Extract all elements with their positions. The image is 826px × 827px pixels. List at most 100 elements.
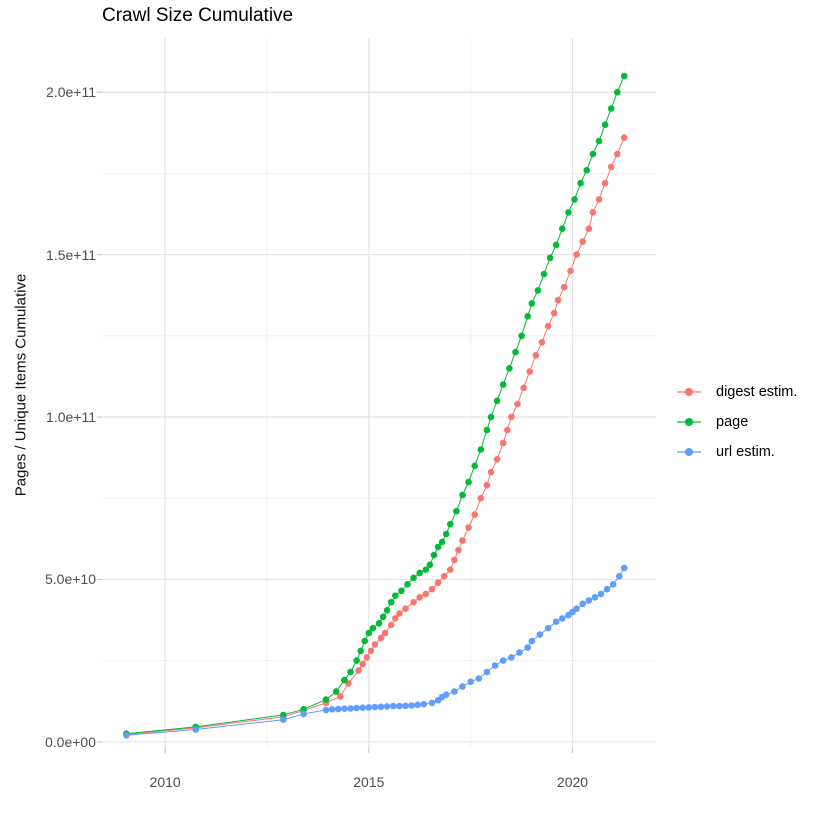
- data-point: [514, 400, 521, 408]
- data-point: [585, 225, 593, 232]
- data-point: [371, 641, 379, 648]
- data-point: [404, 581, 411, 588]
- data-point: [477, 494, 485, 502]
- data-point: [335, 705, 342, 713]
- data-point: [375, 620, 383, 627]
- data-point: [280, 716, 287, 723]
- legend-key-dot: [685, 388, 693, 396]
- data-point: [387, 621, 395, 629]
- data-point: [579, 600, 586, 608]
- series-line: [126, 75, 625, 735]
- legend-key-icon: [677, 388, 701, 396]
- y-axis-title: Pages / Unique Items Cumulative: [12, 273, 30, 497]
- data-point: [383, 703, 391, 710]
- data-point: [365, 704, 373, 711]
- data-point: [459, 491, 466, 499]
- data-point: [475, 675, 483, 682]
- data-point: [583, 166, 590, 174]
- data-point: [620, 134, 628, 141]
- data-point: [123, 732, 130, 739]
- data-point: [361, 637, 369, 645]
- data-point: [322, 696, 330, 703]
- legend-item-label: page: [716, 414, 749, 430]
- data-point: [607, 105, 615, 112]
- data-point: [387, 598, 395, 606]
- data-point: [607, 163, 615, 171]
- data-point: [453, 507, 460, 515]
- data-point: [520, 384, 527, 392]
- data-point: [499, 657, 507, 664]
- data-point: [381, 629, 389, 637]
- data-point: [524, 644, 531, 651]
- data-point: [359, 660, 367, 668]
- data-point: [493, 456, 501, 463]
- data-point: [451, 688, 458, 695]
- data-point: [512, 348, 519, 356]
- data-point: [363, 654, 371, 661]
- y-tick-label: 0.0e+00: [45, 733, 96, 750]
- data-point: [332, 688, 340, 695]
- data-point: [597, 590, 605, 598]
- data-point: [483, 426, 491, 434]
- data-point: [532, 352, 540, 359]
- legend-key-dot: [685, 448, 693, 456]
- data-point: [426, 561, 434, 569]
- data-point: [499, 381, 507, 388]
- data-point: [396, 702, 403, 710]
- data-point: [504, 426, 511, 434]
- data-point: [428, 585, 436, 593]
- data-point: [508, 654, 515, 661]
- data-point: [595, 196, 603, 203]
- data-point: [365, 629, 373, 637]
- data-point: [601, 179, 609, 187]
- y-tick-label: 1.0e+11: [46, 409, 96, 426]
- data-point: [353, 704, 360, 712]
- x-tick-label: 2010: [149, 774, 181, 790]
- data-point: [471, 511, 479, 518]
- data-point: [554, 296, 562, 304]
- data-point: [487, 468, 495, 476]
- data-point: [357, 647, 365, 655]
- data-point: [565, 209, 572, 216]
- data-point: [471, 462, 479, 470]
- data-point: [451, 556, 458, 564]
- series-digest-estim: [123, 134, 628, 738]
- data-point: [614, 88, 621, 96]
- data-point: [544, 624, 552, 632]
- data-point: [528, 300, 536, 307]
- legend-item-label: digest estim.: [716, 384, 798, 400]
- data-point: [567, 267, 574, 275]
- data-point: [552, 241, 560, 249]
- data-point: [616, 572, 623, 580]
- data-point: [410, 598, 417, 606]
- data-point: [430, 551, 438, 559]
- series-url-estim: [123, 564, 628, 739]
- data-point: [550, 309, 558, 317]
- data-point: [483, 481, 491, 489]
- data-point: [377, 634, 385, 642]
- data-point: [416, 594, 424, 601]
- data-point: [442, 691, 450, 698]
- legend-item-page: page: [676, 407, 797, 437]
- data-point: [353, 657, 360, 664]
- data-point: [614, 150, 621, 158]
- data-point: [359, 704, 367, 711]
- data-point: [341, 676, 348, 684]
- data-point: [518, 332, 525, 340]
- data-point: [524, 313, 531, 320]
- data-point: [465, 478, 472, 486]
- data-point: [508, 413, 515, 421]
- data-point: [506, 365, 513, 372]
- data-point: [422, 590, 430, 598]
- data-point: [459, 537, 466, 544]
- data-point: [337, 693, 344, 700]
- data-point: [442, 530, 450, 538]
- data-point: [589, 150, 597, 158]
- legend: digest estim. page url estim.: [676, 377, 797, 467]
- data-point: [620, 564, 628, 572]
- data-point: [300, 706, 307, 713]
- data-point: [341, 705, 348, 712]
- data-point: [595, 137, 603, 145]
